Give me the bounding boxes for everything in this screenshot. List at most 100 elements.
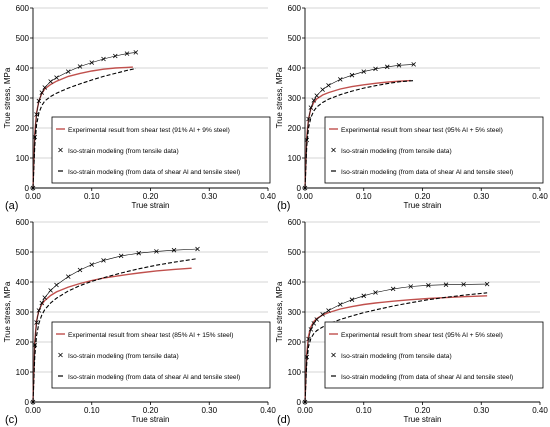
legend-key-x xyxy=(331,147,336,153)
x-marker xyxy=(171,247,177,253)
x-marker-stroke xyxy=(326,83,331,88)
series-line-iso-shear xyxy=(304,292,488,403)
y-axis-title: True stress, MPa xyxy=(3,67,12,128)
x-marker-stroke xyxy=(101,258,106,263)
x-tick-label: 0.20 xyxy=(415,192,431,201)
x-marker-stroke xyxy=(54,75,59,80)
x-marker xyxy=(36,98,42,104)
x-marker xyxy=(384,64,390,70)
x-marker-stroke xyxy=(461,282,466,287)
panel-label: (d) xyxy=(277,414,290,426)
x-marker xyxy=(461,282,466,287)
x-marker xyxy=(311,321,317,326)
x-marker xyxy=(89,60,95,65)
x-marker-stroke xyxy=(89,60,95,65)
x-tick-label: 0.00 xyxy=(297,406,313,415)
legend: Experimental result from shear test (95%… xyxy=(324,321,544,389)
x-marker-stroke xyxy=(32,134,38,140)
x-marker xyxy=(48,288,53,293)
y-tick-label: 400 xyxy=(16,64,30,73)
x-marker-stroke xyxy=(384,64,390,70)
legend-label: Iso-strain modeling (from data of shear … xyxy=(341,374,513,381)
x-marker-stroke xyxy=(48,288,53,293)
x-marker-stroke xyxy=(48,79,53,84)
x-marker-stroke xyxy=(304,354,310,360)
x-tick-label: 0.00 xyxy=(25,192,41,201)
x-marker xyxy=(118,253,124,259)
x-marker-stroke xyxy=(396,63,402,68)
legend-label: Experimental result from shear test (91%… xyxy=(68,127,230,134)
x-tick-label: 0.20 xyxy=(143,406,159,415)
y-axis-title: True stress, MPa xyxy=(3,281,12,342)
x-marker xyxy=(154,249,159,254)
x-marker xyxy=(77,64,83,69)
x-marker-stroke xyxy=(443,282,449,287)
x-marker xyxy=(32,134,38,140)
x-marker-stroke xyxy=(133,50,139,55)
x-marker xyxy=(396,63,402,68)
x-tick-label: 0.30 xyxy=(201,406,217,415)
y-tick-label: 600 xyxy=(288,218,302,227)
panel-label: (b) xyxy=(277,200,290,212)
x-marker-stroke xyxy=(77,267,83,273)
x-tick-label: 0.00 xyxy=(25,406,41,415)
x-marker-stroke xyxy=(320,312,325,317)
x-marker xyxy=(42,295,48,300)
x-tick-label: 0.30 xyxy=(201,192,217,201)
x-marker xyxy=(136,250,142,256)
x-marker-stroke xyxy=(118,253,124,259)
x-marker xyxy=(337,77,343,82)
x-marker xyxy=(349,297,355,302)
x-marker-stroke xyxy=(39,90,45,95)
x-marker-stroke xyxy=(411,62,416,67)
y-tick-label: 0 xyxy=(25,398,30,407)
x-marker-stroke xyxy=(32,342,38,348)
x-marker xyxy=(320,87,325,92)
y-tick-label: 500 xyxy=(288,34,302,43)
chart-panel: 0 100 200 300 400 500 600 0.00 0.10 0.20 0.30 0.40 T… xyxy=(275,218,548,426)
x-marker-stroke xyxy=(195,246,200,252)
legend-label: Iso-strain modeling (from data of shear … xyxy=(68,169,240,176)
x-marker xyxy=(101,56,106,62)
x-marker-stroke xyxy=(54,282,59,288)
y-tick-label: 100 xyxy=(16,368,30,377)
x-tick-label: 0.30 xyxy=(473,406,489,415)
x-marker-stroke xyxy=(34,112,39,117)
x-marker-stroke xyxy=(426,283,431,288)
x-tick-label: 0.10 xyxy=(84,406,100,415)
y-tick-label: 0 xyxy=(297,184,302,193)
x-marker-stroke xyxy=(306,336,311,342)
x-marker-stroke xyxy=(373,66,378,72)
x-marker-stroke xyxy=(311,321,317,326)
legend-label: Iso-strain modeling (from data of shear … xyxy=(341,169,513,176)
x-marker-stroke xyxy=(42,85,48,90)
y-tick-label: 600 xyxy=(16,218,30,227)
y-tick-label: 600 xyxy=(16,4,30,13)
legend: Experimental result from shear test (85%… xyxy=(51,321,271,389)
legend: Experimental result from shear test (91%… xyxy=(51,116,271,184)
x-tick-label: 0.40 xyxy=(532,192,548,201)
x-marker-stroke xyxy=(337,302,343,307)
y-tick-label: 300 xyxy=(288,94,302,103)
chart-panel: 0 100 200 300 400 500 600 0.00 0.10 0.20 0.30 0.40 T… xyxy=(3,4,276,212)
x-marker-stroke xyxy=(89,262,95,267)
x-marker-stroke xyxy=(361,293,367,299)
x-marker xyxy=(337,302,343,307)
legend-label: Iso-strain modeling (from tensile data) xyxy=(68,148,179,155)
y-tick-label: 100 xyxy=(16,154,30,163)
y-tick-label: 300 xyxy=(16,94,30,103)
x-marker-stroke xyxy=(314,93,320,98)
legend-label: Iso-strain modeling (from tensile data) xyxy=(68,353,179,360)
x-marker-stroke xyxy=(306,116,311,122)
x-marker-stroke xyxy=(154,249,159,254)
x-marker-stroke xyxy=(65,69,71,74)
x-tick-label: 0.10 xyxy=(356,192,372,201)
series-line-iso-shear xyxy=(32,68,136,189)
y-tick-label: 100 xyxy=(288,368,302,377)
panel-label: (a) xyxy=(5,200,18,212)
x-marker xyxy=(42,85,48,90)
y-tick-label: 200 xyxy=(16,124,30,133)
x-marker-stroke xyxy=(39,300,45,306)
x-tick-label: 0.40 xyxy=(260,406,276,415)
